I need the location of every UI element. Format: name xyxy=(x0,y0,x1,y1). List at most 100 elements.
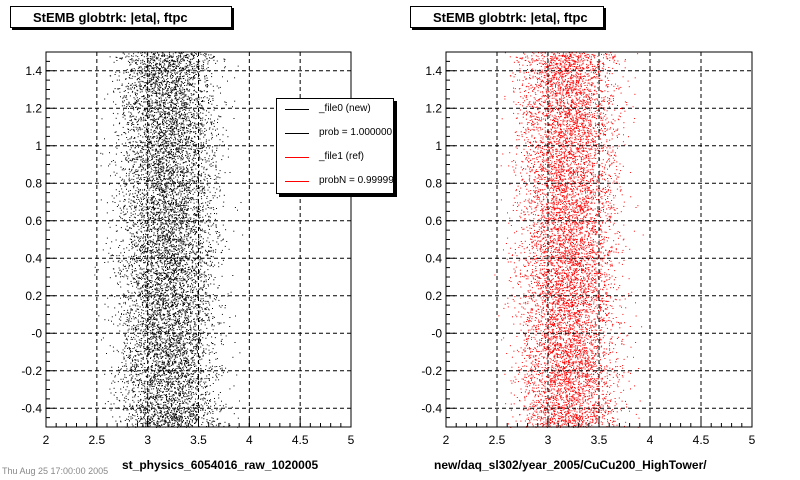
scatter-point xyxy=(152,328,153,330)
scatter-point xyxy=(121,306,123,308)
scatter-point xyxy=(211,275,212,277)
scatter-point xyxy=(182,241,184,243)
scatter-point xyxy=(199,306,201,308)
scatter-point xyxy=(197,292,198,294)
scatter-point xyxy=(172,204,174,206)
scatter-point xyxy=(224,172,226,174)
scatter-point xyxy=(134,137,135,139)
scatter-point xyxy=(188,112,190,114)
scatter-point xyxy=(158,329,160,331)
scatter-point xyxy=(160,222,162,224)
scatter-point xyxy=(189,129,191,131)
scatter-point xyxy=(192,54,194,56)
scatter-point xyxy=(154,344,156,346)
scatter-point xyxy=(174,376,176,378)
scatter-point xyxy=(177,119,179,121)
scatter-point xyxy=(142,370,143,371)
scatter-point xyxy=(168,176,170,178)
scatter-point xyxy=(155,413,157,415)
scatter-point xyxy=(180,118,182,120)
scatter-point xyxy=(182,106,184,108)
scatter-point xyxy=(124,334,126,336)
scatter-point xyxy=(153,349,155,351)
scatter-point xyxy=(198,228,200,230)
scatter-point xyxy=(215,424,217,426)
scatter-point xyxy=(145,285,147,287)
scatter-point xyxy=(156,107,158,109)
scatter-point xyxy=(125,213,127,215)
scatter-point xyxy=(149,75,151,77)
scatter-point xyxy=(157,312,159,314)
scatter-point xyxy=(176,267,178,268)
scatter-point xyxy=(131,91,133,93)
scatter-point xyxy=(134,87,136,89)
scatter-point xyxy=(151,417,153,419)
scatter-point xyxy=(153,373,155,375)
scatter-point xyxy=(165,421,167,423)
scatter-point xyxy=(184,212,186,214)
scatter-point xyxy=(181,421,183,422)
scatter-point xyxy=(180,58,182,60)
scatter-point xyxy=(190,343,192,345)
scatter-point xyxy=(187,208,189,210)
scatter-point xyxy=(187,67,189,69)
scatter-point xyxy=(151,72,153,74)
scatter-point xyxy=(181,102,183,104)
scatter-point xyxy=(168,365,170,367)
scatter-point xyxy=(219,405,221,406)
scatter-point xyxy=(135,369,137,371)
scatter-point xyxy=(161,111,163,113)
scatter-point xyxy=(199,216,201,218)
scatter-point xyxy=(205,231,207,233)
scatter-point xyxy=(151,212,153,214)
scatter-point xyxy=(151,80,153,82)
scatter-point xyxy=(139,382,140,384)
scatter-point xyxy=(133,356,134,358)
scatter-point xyxy=(161,374,163,376)
scatter-point xyxy=(171,406,172,408)
scatter-point xyxy=(175,229,177,230)
scatter-point xyxy=(195,104,197,105)
scatter-point xyxy=(131,389,133,391)
scatter-point xyxy=(216,409,218,411)
scatter-point xyxy=(147,320,149,322)
scatter-point xyxy=(157,383,158,385)
scatter-point xyxy=(224,245,226,247)
scatter-point xyxy=(189,244,191,246)
scatter-point xyxy=(205,80,207,82)
scatter-point xyxy=(180,425,182,427)
scatter-point xyxy=(165,249,167,251)
scatter-point xyxy=(221,343,222,345)
scatter-point xyxy=(152,325,154,327)
scatter-point xyxy=(184,304,185,305)
scatter-point xyxy=(125,78,127,80)
scatter-point xyxy=(146,130,148,132)
scatter-point xyxy=(174,87,176,89)
scatter-point xyxy=(190,339,192,341)
scatter-point xyxy=(154,255,156,257)
scatter-point xyxy=(196,147,198,149)
scatter-point xyxy=(181,314,183,316)
scatter-point xyxy=(193,347,195,349)
scatter-point xyxy=(151,319,153,321)
scatter-point xyxy=(180,415,182,417)
scatter-point xyxy=(199,310,201,312)
scatter-point xyxy=(147,83,149,85)
scatter-point xyxy=(140,206,142,207)
scatter-point xyxy=(156,167,158,169)
scatter-point xyxy=(218,394,220,396)
scatter-point xyxy=(114,74,116,75)
scatter-point xyxy=(186,186,188,188)
scatter-point xyxy=(200,335,202,337)
scatter-point xyxy=(154,114,156,116)
scatter-point xyxy=(191,388,193,390)
scatter-point xyxy=(175,106,177,108)
scatter-point xyxy=(155,207,157,209)
scatter-point xyxy=(145,380,147,382)
scatter-point xyxy=(171,385,173,387)
scatter-point xyxy=(122,52,124,54)
scatter-point xyxy=(128,179,130,181)
scatter-point xyxy=(183,320,185,321)
scatter-point xyxy=(175,219,177,221)
scatter-point xyxy=(184,208,186,210)
